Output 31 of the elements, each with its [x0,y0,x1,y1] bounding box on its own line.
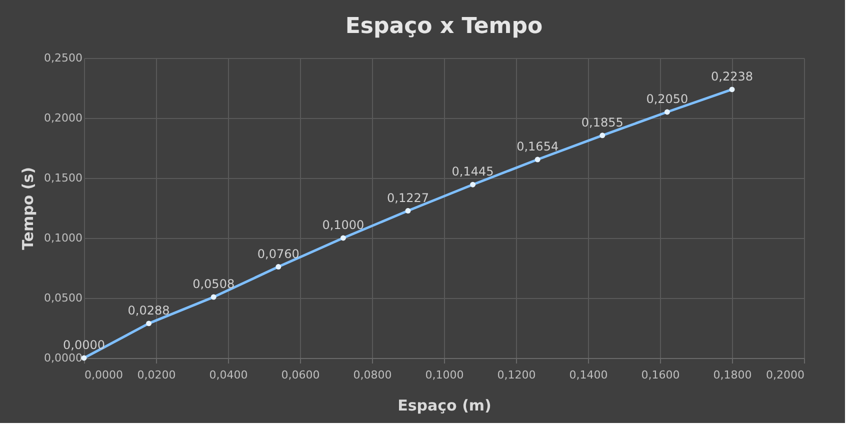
data-label: 0,0508 [192,277,235,292]
x-tick-label: 0,2000 [766,368,804,382]
y-tick-label: 0,1500 [44,172,82,184]
chart-title: Espaço x Tempo [345,14,543,39]
y-tick-label: 0,1000 [44,232,82,244]
x-tick-label: 0,0600 [281,368,320,382]
y-tick-label: 0,2500 [44,52,82,64]
data-label: 0,0000 [63,338,105,352]
data-label: 0,0760 [257,246,300,261]
data-label: 0,1227 [387,190,429,205]
data-label: 0,1000 [322,218,364,232]
data-label: 0,2238 [711,69,753,84]
x-tick-label: 0,1600 [641,368,680,382]
y-tick-label: 0,2000 [44,112,82,124]
x-tick-label: 0,0200 [137,368,176,382]
y-axis-title: Tempo (s) [19,167,38,250]
x-tick-label: 0,1200 [497,368,536,382]
x-tick-label: 0,1400 [569,368,608,382]
y-tick-label: 0,0000 [44,352,82,364]
x-tick-label: 0,1000 [425,368,464,382]
data-label: 0,1445 [452,164,494,179]
x-tick-label: 0,0000 [84,368,123,382]
data-label: 0,2050 [646,92,688,106]
data-label: 0,1654 [516,140,559,154]
data-label: 0,1855 [581,115,624,130]
x-axis-title: Espaço (m) [398,396,492,414]
data-label: 0,0288 [128,303,170,318]
x-tick-label: 0,1800 [713,368,752,382]
y-tick-label: 0,0500 [44,292,82,304]
x-tick-label: 0,0800 [353,368,392,382]
x-tick-label: 0,0400 [209,368,248,382]
